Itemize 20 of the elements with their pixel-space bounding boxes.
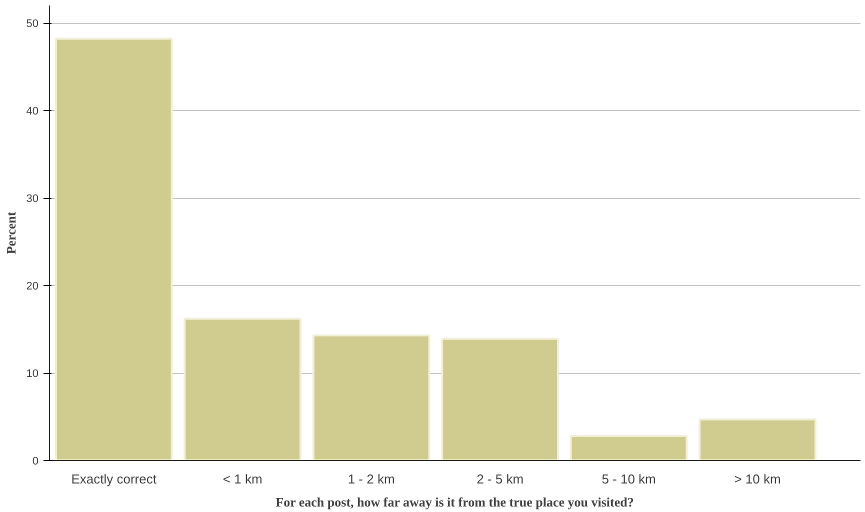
x-tick-label: 5 - 10 km <box>602 472 656 486</box>
y-tick-label: 50 <box>26 18 39 30</box>
x-tick-label: < 1 km <box>222 472 262 486</box>
x-tick-label: > 10 km <box>734 472 781 486</box>
bar <box>184 318 302 460</box>
bar <box>54 38 173 460</box>
y-tick-label: 40 <box>26 106 39 118</box>
x-axis-title: For each post, how far away is it from the true place you visited? <box>276 494 634 510</box>
bar <box>441 338 559 460</box>
bar <box>570 435 688 460</box>
x-tick-label: 1 - 2 km <box>348 472 395 486</box>
y-tick-label: 20 <box>26 280 39 292</box>
y-axis-title: Percent <box>3 211 18 254</box>
bar <box>698 418 816 460</box>
y-tick-label: 0 <box>32 456 39 468</box>
x-tick-label: 2 - 5 km <box>476 472 524 486</box>
x-tick-label: Exactly correct <box>71 472 157 486</box>
y-tick-label: 10 <box>26 368 39 380</box>
bar <box>312 334 430 460</box>
y-tick-label: 30 <box>26 193 39 205</box>
